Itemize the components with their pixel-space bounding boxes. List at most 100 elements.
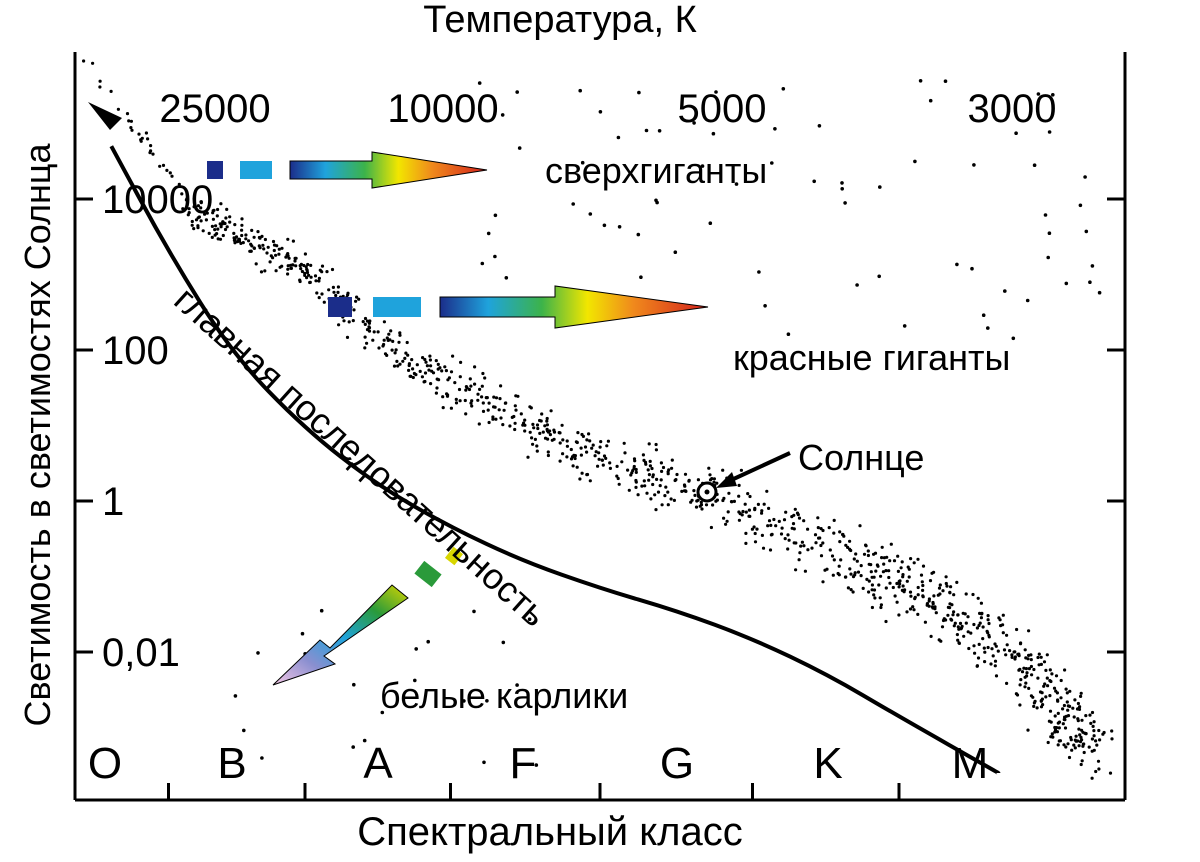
star-dot: [958, 621, 963, 626]
star-dot: [558, 459, 562, 463]
star-dot: [1062, 703, 1066, 708]
star-dot: [867, 579, 871, 583]
star-dot: [531, 442, 535, 446]
star-dot: [211, 217, 215, 221]
star-dot: [388, 338, 392, 342]
star-dot: [1014, 131, 1018, 135]
star-dot: [615, 474, 619, 478]
star-dot: [308, 280, 312, 284]
star-dot: [899, 566, 903, 570]
star-dot: [1025, 298, 1030, 303]
star-dot: [767, 506, 771, 510]
star-dot: [493, 405, 497, 409]
star-dot: [908, 590, 913, 594]
star-dot: [215, 232, 219, 236]
star-dot: [418, 369, 422, 373]
star-dot: [867, 590, 871, 594]
star-dot: [1008, 649, 1012, 653]
star-dot: [1029, 658, 1033, 662]
star-dot: [931, 600, 935, 605]
star-dot: [746, 492, 750, 496]
star-dot: [916, 585, 920, 590]
star-dot: [879, 603, 884, 607]
star-dot: [190, 219, 194, 224]
star-dot: [1067, 755, 1072, 760]
y-tick-label: 1: [102, 480, 124, 524]
star-dot: [158, 164, 162, 168]
star-dot: [91, 61, 95, 65]
star-dot: [760, 511, 764, 515]
star-dot: [1026, 728, 1030, 732]
star-dot: [608, 466, 613, 470]
star-dot: [372, 330, 376, 334]
star-dot: [342, 319, 346, 323]
star-dot: [881, 570, 886, 574]
star-dot: [428, 354, 432, 358]
star-dot: [440, 369, 444, 373]
star-dot: [905, 579, 909, 583]
star-dot: [1090, 737, 1094, 741]
star-dot: [336, 290, 340, 294]
star-dot: [1027, 629, 1031, 633]
star-dot: [907, 575, 911, 579]
star-dot: [381, 344, 385, 348]
star-dot: [889, 542, 893, 546]
star-dot: [912, 608, 916, 612]
sun-marker: [696, 451, 791, 503]
star-dot: [181, 207, 185, 211]
star-dot: [476, 398, 480, 402]
star-dot: [878, 596, 882, 600]
star-dot: [796, 513, 800, 517]
star-dot: [1018, 683, 1022, 687]
star-dot: [794, 568, 798, 572]
star-dot: [365, 319, 370, 323]
star-dot: [919, 573, 924, 577]
star-dot: [214, 224, 218, 228]
star-dot: [913, 597, 917, 601]
star-dot: [682, 489, 687, 493]
star-dot: [228, 220, 232, 224]
star-dot: [569, 447, 573, 452]
star-dot: [981, 637, 985, 641]
star-dot: [832, 558, 836, 562]
star-dot: [704, 503, 709, 507]
star-dot: [485, 396, 489, 400]
star-dot: [248, 249, 252, 253]
star-dot: [722, 496, 726, 500]
star-dot: [1079, 735, 1083, 740]
star-dot: [692, 121, 696, 125]
star-dot: [201, 229, 205, 233]
star-dot: [1077, 744, 1081, 748]
star-dot: [501, 640, 506, 645]
star-dot: [1056, 743, 1060, 747]
star-dot: [956, 625, 960, 629]
star-dot: [354, 299, 358, 303]
star-dot: [642, 458, 646, 462]
star-dot: [263, 269, 267, 273]
star-dot: [513, 421, 517, 425]
star-dot: [1051, 93, 1055, 97]
star-dot: [983, 660, 987, 664]
star-dot: [893, 594, 897, 598]
star-dot: [480, 384, 484, 388]
star-dot: [149, 144, 153, 148]
star-dot: [286, 252, 290, 256]
star-dot: [707, 466, 711, 470]
star-dot: [278, 265, 282, 269]
stars-layer: [82, 59, 1114, 780]
star-dot: [636, 493, 640, 497]
star-dot: [397, 340, 401, 344]
star-dot: [976, 656, 981, 660]
star-dot: [130, 128, 134, 132]
bottom-axis-title: Спектральный класс: [357, 810, 743, 854]
star-dot: [1048, 679, 1052, 683]
star-dot: [257, 235, 261, 240]
star-dot: [436, 362, 440, 366]
star-dot: [757, 270, 761, 274]
star-dot: [1050, 732, 1054, 736]
star-dot: [658, 484, 662, 488]
star-dot: [262, 247, 266, 251]
star-dot: [727, 491, 731, 495]
star-dot: [294, 264, 298, 268]
star-dot: [963, 612, 967, 616]
